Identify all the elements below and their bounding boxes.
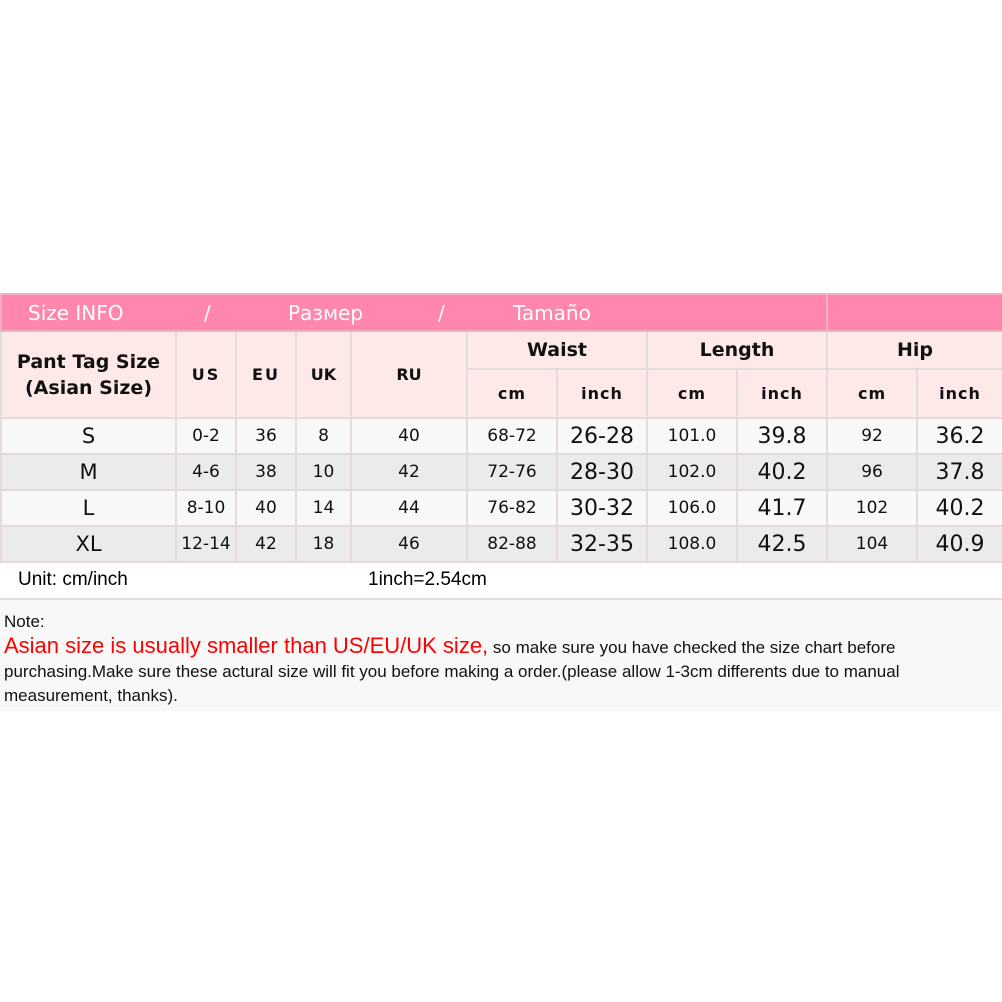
title-empty <box>826 293 1002 332</box>
header-eu: EU <box>235 330 297 419</box>
cell-uk: 10 <box>295 453 352 491</box>
cell-waist-in: 26-28 <box>556 417 648 455</box>
cell-uk: 8 <box>295 417 352 455</box>
cell-length-cm: 101.0 <box>646 417 738 455</box>
cell-length-in: 41.7 <box>735 489 829 527</box>
cell-uk: 18 <box>295 525 352 563</box>
title-cell: Size INFO / Размер / Tamaño <box>0 293 829 332</box>
title-row: Size INFO / Размер / Tamaño <box>0 293 1002 332</box>
cell-size: L <box>0 489 177 527</box>
subheader-row: cm inch cm inch cm inch <box>1 368 1002 419</box>
cell-size: XL <box>0 525 177 563</box>
cell-hip-in: 40.9 <box>916 525 1002 563</box>
header-hip-inch: inch <box>916 368 1002 419</box>
cell-waist-in: 30-32 <box>556 489 648 527</box>
cell-length-cm: 108.0 <box>646 525 738 563</box>
cell-waist-cm: 82-88 <box>466 525 558 563</box>
title-separator: / <box>438 301 445 325</box>
cell-ru: 44 <box>350 489 468 527</box>
cell-ru: 46 <box>350 525 468 563</box>
table-row: M 4-6 38 10 42 72-76 28-30 102.0 40.2 96 37.8 <box>0 453 1002 491</box>
cell-us: 4-6 <box>175 453 237 491</box>
cell-eu: 42 <box>235 525 297 563</box>
header-us: US <box>175 330 237 419</box>
title-size-info: Size INFO <box>28 301 124 325</box>
header-ru: RU <box>350 330 468 419</box>
cell-hip-cm: 102 <box>826 489 919 527</box>
cell-ru: 40 <box>350 417 468 455</box>
header-hip-cm: cm <box>826 368 919 419</box>
cell-waist-cm: 68-72 <box>466 417 558 455</box>
header-row: Pant Tag Size (Asian Size) US EU UK RU Wa… <box>0 330 1002 419</box>
cell-ru: 42 <box>350 453 468 491</box>
unit-row: Unit: cm/inch 1inch=2.54cm <box>0 563 1002 600</box>
cell-length-cm: 102.0 <box>646 453 738 491</box>
unit-conversion: 1inch=2.54cm <box>368 569 487 590</box>
cell-hip-cm: 104 <box>826 525 919 563</box>
cell-us: 8-10 <box>175 489 237 527</box>
table-row: S 0-2 36 8 40 68-72 26-28 101.0 39.8 92 36.2 <box>0 417 1002 455</box>
header-waist-inch: inch <box>556 368 648 419</box>
size-table: Size INFO / Размер / Tamaño Pant Tag Siz… <box>0 293 1002 563</box>
header-tag-line2: (Asian Size) <box>25 376 152 399</box>
header-length-cm: cm <box>646 368 738 419</box>
header-length: Length <box>645 330 829 370</box>
cell-eu: 38 <box>235 453 297 491</box>
note-body: Asian size is usually smaller than US/EU… <box>4 634 998 708</box>
cell-waist-in: 28-30 <box>556 453 648 491</box>
cell-length-cm: 106.0 <box>646 489 738 527</box>
cell-hip-in: 37.8 <box>916 453 1002 491</box>
cell-hip-in: 40.2 <box>916 489 1002 527</box>
title-separator: / <box>204 301 211 325</box>
table-row: L 8-10 40 14 44 76-82 30-32 106.0 41.7 102 40.2 <box>0 489 1002 527</box>
cell-us: 12-14 <box>175 525 237 563</box>
cell-size: M <box>0 453 177 491</box>
title-russian: Размер <box>288 301 364 325</box>
cell-length-in: 42.5 <box>735 525 829 563</box>
header-tag-line1: Pant Tag Size <box>16 350 161 373</box>
header-waist: Waist <box>466 330 648 370</box>
title-spanish: Tamaño <box>513 301 591 325</box>
cell-hip-in: 36.2 <box>916 417 1002 455</box>
header-hip: Hip <box>826 330 1002 370</box>
cell-length-in: 39.8 <box>735 417 829 455</box>
header-waist-cm: cm <box>466 368 558 419</box>
cell-length-in: 40.2 <box>735 453 829 491</box>
cell-hip-cm: 96 <box>826 453 919 491</box>
header-tag-size: Pant Tag Size (Asian Size) <box>0 330 177 419</box>
cell-waist-in: 32-35 <box>556 525 648 563</box>
header-length-inch: inch <box>735 368 829 419</box>
cell-size: S <box>0 417 177 455</box>
cell-eu: 36 <box>235 417 297 455</box>
cell-waist-cm: 72-76 <box>466 453 558 491</box>
note-label: Note: <box>4 612 45 631</box>
cell-uk: 14 <box>295 489 352 527</box>
note-box: Note: Asian size is usually smaller than… <box>0 600 1002 711</box>
note-text: so make sure you have checked the size c… <box>4 638 900 705</box>
header-uk: UK <box>295 330 352 419</box>
cell-us: 0-2 <box>175 417 237 455</box>
cell-waist-cm: 76-82 <box>466 489 558 527</box>
note-highlight: Asian size is usually smaller than US/EU… <box>4 633 489 658</box>
unit-label: Unit: cm/inch <box>18 569 128 590</box>
table-row: XL 12-14 42 18 46 82-88 32-35 108.0 42.5 104 40.9 <box>0 525 1002 563</box>
cell-eu: 40 <box>235 489 297 527</box>
cell-hip-cm: 92 <box>826 417 919 455</box>
size-chart: Size INFO / Размер / Tamaño Pant Tag Siz… <box>0 293 1002 711</box>
